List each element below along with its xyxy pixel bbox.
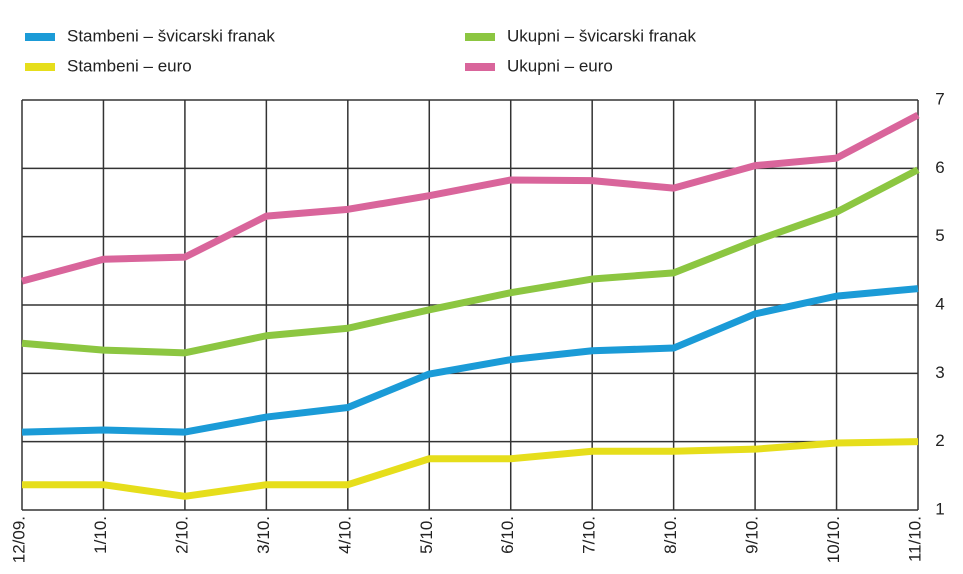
x-tick-label: 3/10. [254,516,273,554]
y-tick-label: 6 [935,158,944,177]
series-line [21,166,920,357]
legend-swatch [465,63,495,71]
legend-swatch [25,33,55,41]
y-tick-label: 1 [935,499,944,518]
series-line [21,285,919,436]
x-tick-label: 5/10. [417,516,436,554]
legend-swatch [25,63,55,71]
x-tick-label: 2/10. [172,516,191,554]
legend-label: Stambeni – euro [67,56,192,75]
x-tick-label: 12/09. [9,516,28,563]
x-tick-label: 6/10. [498,516,517,554]
series-line [22,438,919,500]
y-tick-label: 7 [935,89,944,108]
legend-label: Ukupni – euro [507,56,613,75]
legend-label: Stambeni – švicarski franak [67,26,275,45]
legend-label: Ukupni – švicarski franak [507,26,696,45]
y-tick-label: 4 [935,294,944,313]
series-line [21,111,920,285]
legend-swatch [465,33,495,41]
x-tick-label: 7/10. [580,516,599,554]
x-tick-label: 1/10. [91,516,110,554]
x-tick-label: 8/10. [661,516,680,554]
x-tick-label: 4/10. [335,516,354,554]
y-tick-label: 5 [935,226,944,245]
y-tick-label: 3 [935,363,944,382]
x-tick-label: 9/10. [743,516,762,554]
x-tick-label: 10/10. [824,516,843,563]
y-tick-label: 2 [935,431,944,450]
x-tick-label: 11/10. [905,516,924,562]
